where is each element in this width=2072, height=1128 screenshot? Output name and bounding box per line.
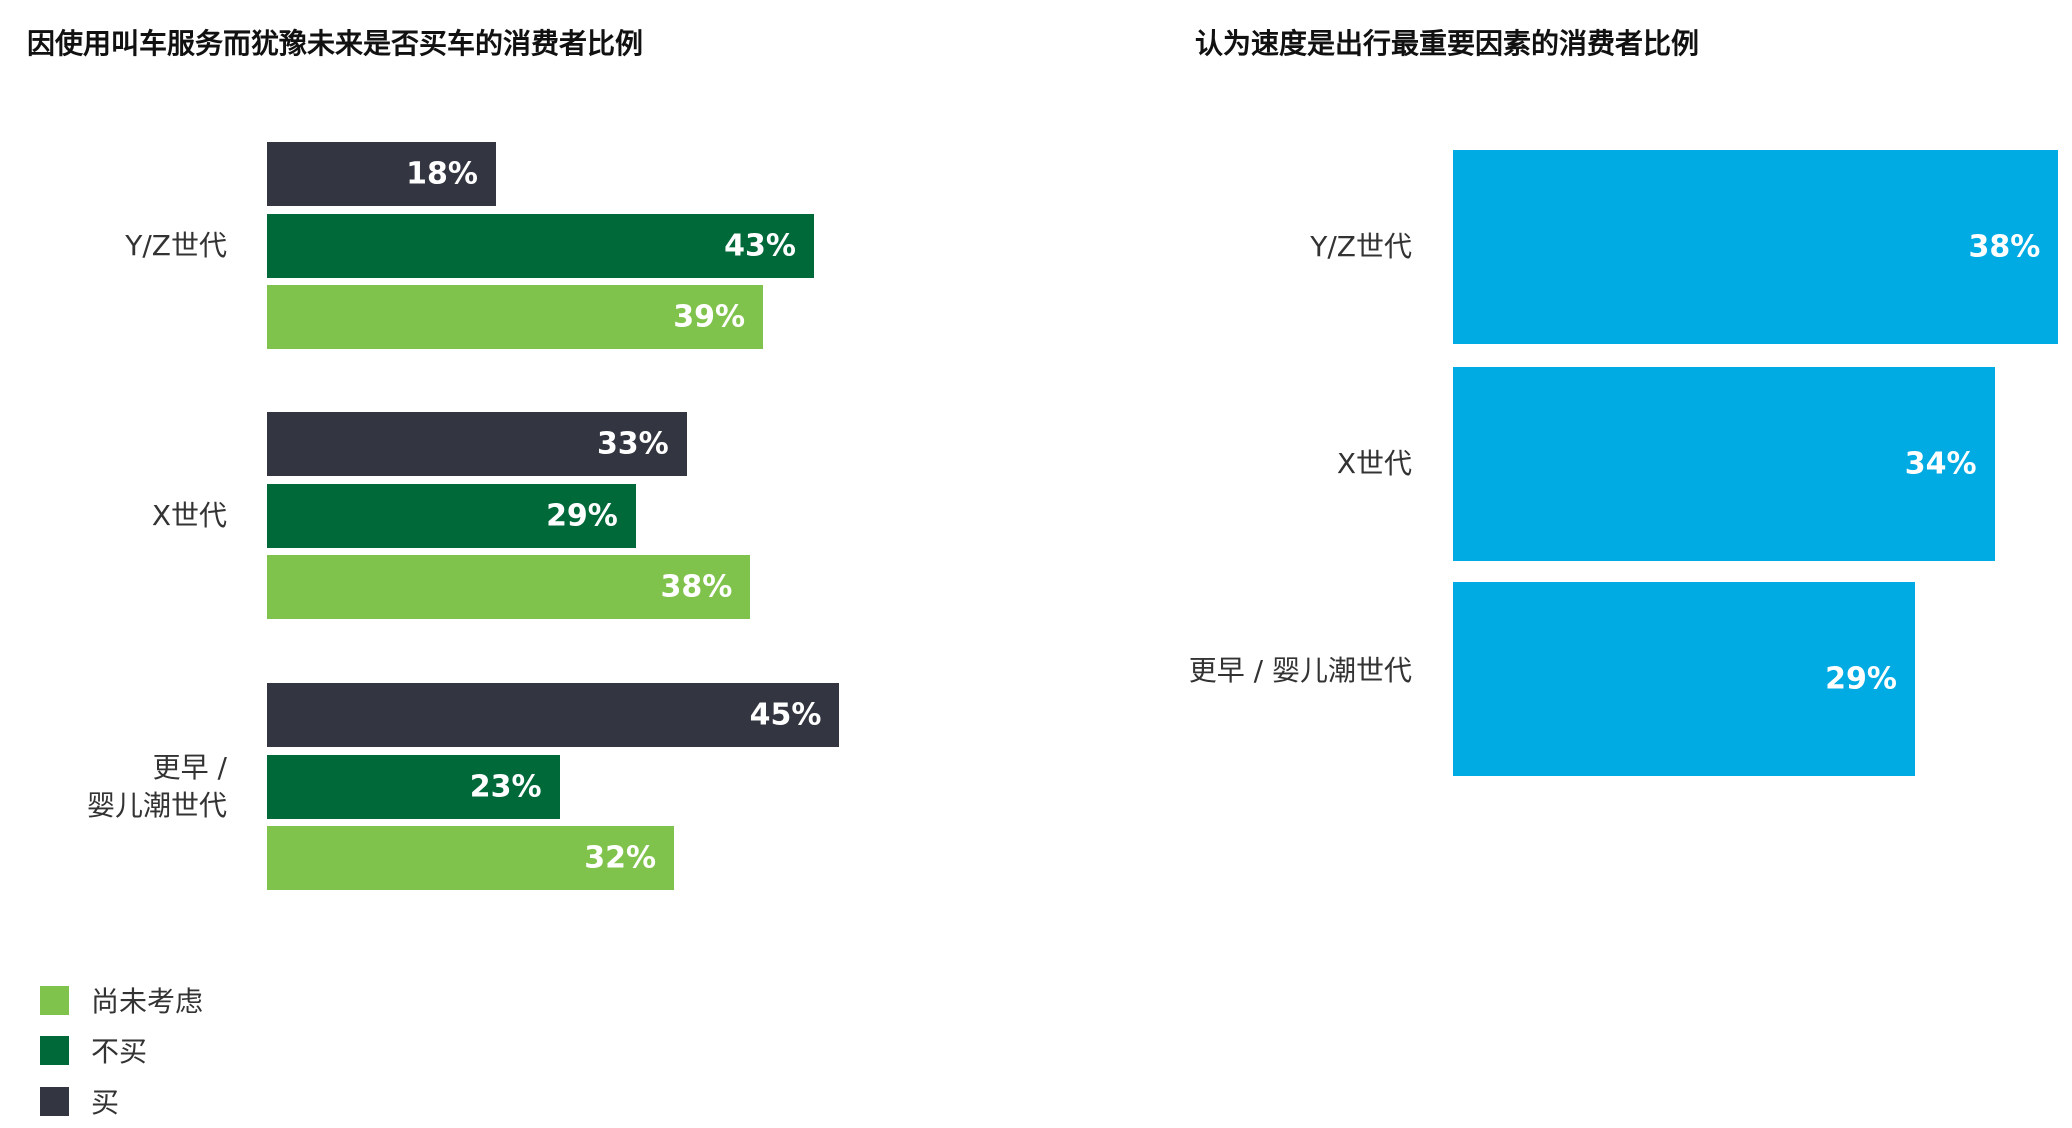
- legend-label: 尚未考虑: [91, 985, 204, 1018]
- bar-尚未考虑: 39%: [267, 285, 764, 349]
- bar-不买: 23%: [267, 754, 560, 819]
- category-label-line: Y/Z世代: [125, 228, 227, 262]
- legend-swatch: [40, 985, 69, 1015]
- data-label: 38%: [1968, 229, 2041, 265]
- legend-swatch: [40, 1035, 69, 1065]
- bar-不买: 29%: [267, 483, 636, 548]
- bar-尚未考虑: 32%: [267, 826, 675, 890]
- bar-不买: 43%: [267, 213, 814, 278]
- data-label: 38%: [660, 569, 733, 605]
- legend-item: 不买: [40, 1030, 147, 1070]
- data-label: 18%: [406, 156, 478, 192]
- data-label: 45%: [749, 697, 822, 733]
- category-label: 更早 / 婴儿潮世代: [1188, 654, 1412, 687]
- category-label: Y/Z世代: [1310, 230, 1412, 263]
- bar-尚未考虑: 38%: [267, 555, 751, 619]
- legend-item: 买: [40, 1081, 119, 1121]
- category-label: 更早 / 婴儿潮世代: [87, 749, 227, 825]
- bar-买: 33%: [267, 412, 687, 476]
- category-label-line: X世代: [151, 498, 227, 532]
- data-label: 43%: [724, 228, 796, 263]
- data-label: 23%: [469, 769, 542, 804]
- bar: 29%: [1453, 582, 1915, 776]
- data-label: 29%: [546, 498, 618, 533]
- left-chart-title: 因使用叫车服务而犹豫未来是否买车的消费者比例: [27, 27, 644, 60]
- category-label-line: 婴儿潮世代: [86, 788, 227, 822]
- category-label: X世代: [1336, 447, 1412, 480]
- bar: 38%: [1453, 150, 2059, 344]
- category-label: Y/Z世代: [125, 227, 227, 265]
- data-label: 32%: [584, 840, 657, 876]
- category-label-line: 更早 /: [152, 750, 227, 784]
- legend-label: 不买: [91, 1035, 148, 1068]
- legend-label: 买: [91, 1086, 120, 1119]
- legend-item: 尚未考虑: [40, 980, 203, 1020]
- data-label: 39%: [673, 299, 746, 335]
- legend-swatch: [40, 1086, 69, 1116]
- data-label: 34%: [1904, 446, 1977, 482]
- data-label: 29%: [1825, 661, 1897, 697]
- bar-买: 45%: [267, 683, 840, 747]
- bar: 34%: [1453, 367, 1995, 561]
- data-label: 33%: [596, 426, 669, 462]
- bar-买: 18%: [267, 142, 496, 206]
- category-label: X世代: [152, 497, 227, 535]
- right-chart-title: 认为速度是出行最重要因素的消费者比例: [1195, 27, 1700, 60]
